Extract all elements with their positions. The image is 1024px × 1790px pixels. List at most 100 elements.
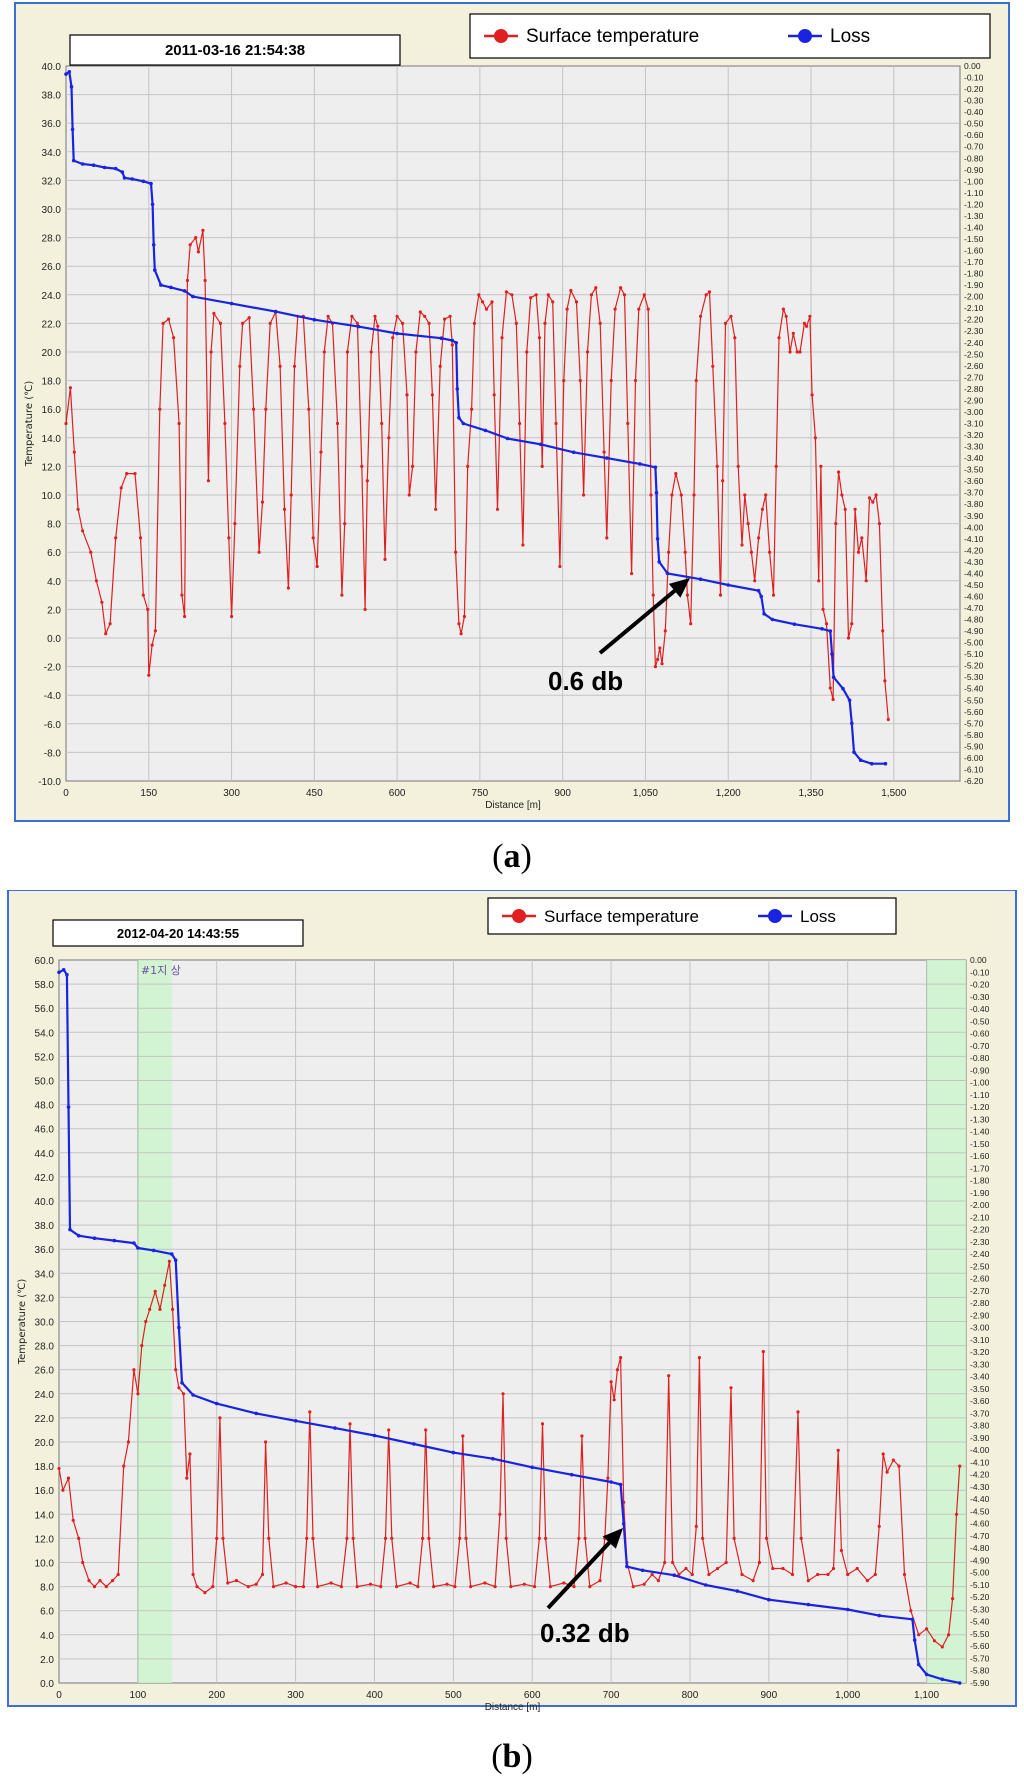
- temperature-point: [432, 1585, 436, 1589]
- y-tick-label: 46.0: [35, 1125, 55, 1136]
- y-tick-label: 24.0: [35, 1390, 55, 1401]
- y2-tick-label: -5.20: [970, 1592, 990, 1602]
- temperature-point: [509, 1585, 513, 1589]
- temperature-point: [774, 464, 778, 468]
- temperature-point: [153, 1289, 157, 1293]
- loss-point: [806, 1602, 811, 1607]
- temperature-point: [554, 421, 558, 426]
- y-tick-label: 6.0: [47, 548, 61, 559]
- temperature-point: [427, 1536, 431, 1540]
- loss-point: [169, 285, 173, 290]
- y2-tick-label: -6.10: [964, 764, 984, 774]
- temperature-point: [622, 293, 627, 297]
- caption-a-letter: a: [503, 838, 521, 875]
- temperature-point: [483, 1581, 487, 1585]
- loss-point: [850, 721, 854, 726]
- temperature-point: [788, 350, 792, 354]
- temperature-point: [771, 1566, 775, 1571]
- temperature-point: [874, 493, 878, 497]
- loss-point: [735, 1589, 740, 1593]
- timestamp-box: [69, 34, 401, 66]
- temperature-point: [631, 1585, 635, 1589]
- y2-tick-label: -4.40: [970, 1494, 990, 1504]
- y2-tick-label: -2.40: [964, 338, 984, 348]
- temperature-point: [521, 543, 525, 547]
- loss-point: [770, 617, 775, 622]
- loss-point: [333, 1426, 337, 1430]
- temperature-point: [692, 493, 696, 497]
- temperature-point: [525, 350, 529, 354]
- temperature-point: [831, 697, 835, 702]
- y2-tick-label: -0.10: [964, 73, 984, 83]
- temperature-point: [667, 550, 671, 554]
- temperature-point: [116, 1572, 120, 1577]
- loss-point: [132, 1241, 136, 1245]
- y2-tick-label: -1.50: [964, 234, 984, 244]
- y2-tick-label: -3.60: [964, 476, 984, 486]
- temperature-point: [257, 550, 261, 554]
- temperature-point: [902, 1572, 907, 1577]
- temperature-point: [663, 629, 667, 633]
- y2-tick-label: -4.40: [964, 568, 984, 578]
- temperature-point: [481, 300, 485, 304]
- temperature-point: [305, 1536, 309, 1540]
- loss-point: [609, 1480, 613, 1484]
- timestamp-text: 2012-04-20 14:43:55: [117, 926, 239, 941]
- temperature-point: [589, 293, 594, 297]
- y2-tick-label: -3.70: [964, 488, 984, 498]
- temperature-point: [345, 1536, 349, 1540]
- x-tick-label: 800: [682, 1690, 699, 1701]
- temperature-point: [947, 1633, 951, 1637]
- loss-point: [71, 158, 76, 163]
- temperature-point: [867, 496, 872, 500]
- temperature-point: [630, 572, 634, 576]
- temperature-point: [663, 1560, 667, 1565]
- y2-tick-label: -3.90: [970, 1433, 990, 1443]
- y-tick-label: 20.0: [35, 1438, 55, 1449]
- loss-point: [70, 127, 75, 132]
- temperature-point: [671, 1560, 675, 1565]
- x-tick-label: 1,100: [914, 1690, 939, 1701]
- legend-temperature-label: Surface temperature: [544, 907, 699, 926]
- temperature-point: [724, 1560, 728, 1565]
- y2-tick-label: -5.20: [964, 661, 984, 671]
- temperature-point: [925, 1627, 929, 1631]
- y-tick-label: 60.0: [35, 956, 55, 967]
- y2-tick-label: -0.50: [964, 119, 984, 129]
- temperature-point: [615, 1368, 620, 1372]
- temperature-point: [954, 1512, 959, 1516]
- x-tick-label: 1,050: [633, 788, 658, 799]
- loss-point: [57, 970, 61, 975]
- temperature-point: [464, 1536, 468, 1540]
- temperature-point: [89, 550, 93, 554]
- temperature-point: [92, 1585, 97, 1589]
- loss-point: [69, 85, 74, 89]
- y2-tick-label: -0.30: [964, 96, 984, 106]
- temperature-point: [365, 479, 369, 483]
- y2-tick-label: -0.20: [964, 84, 984, 94]
- temperature-point: [699, 314, 703, 318]
- temperature-point: [674, 472, 678, 476]
- temperature-point: [158, 407, 162, 411]
- legend-loss-label: Loss: [830, 26, 870, 47]
- y2-tick-label: -4.20: [970, 1470, 990, 1480]
- loss-point: [151, 243, 156, 247]
- temperature-point: [360, 464, 364, 468]
- temperature-point: [271, 1585, 276, 1589]
- plot-area: [65, 65, 961, 782]
- loss-point: [372, 1433, 377, 1438]
- temperature-point: [104, 632, 108, 636]
- y2-tick-label: -5.30: [970, 1604, 990, 1614]
- temperature-point: [824, 622, 829, 626]
- x-tick-label: 400: [366, 1690, 383, 1701]
- temperature-point: [458, 1536, 462, 1540]
- temperature-point: [278, 364, 282, 368]
- temperature-point: [246, 1585, 250, 1589]
- temperature-point: [562, 379, 566, 383]
- temperature-point: [379, 1585, 383, 1589]
- temperature-point: [594, 286, 598, 290]
- temperature-point: [495, 507, 500, 511]
- temperature-point: [757, 1560, 762, 1565]
- temperature-point: [562, 1581, 566, 1585]
- temperature-point: [958, 1464, 962, 1468]
